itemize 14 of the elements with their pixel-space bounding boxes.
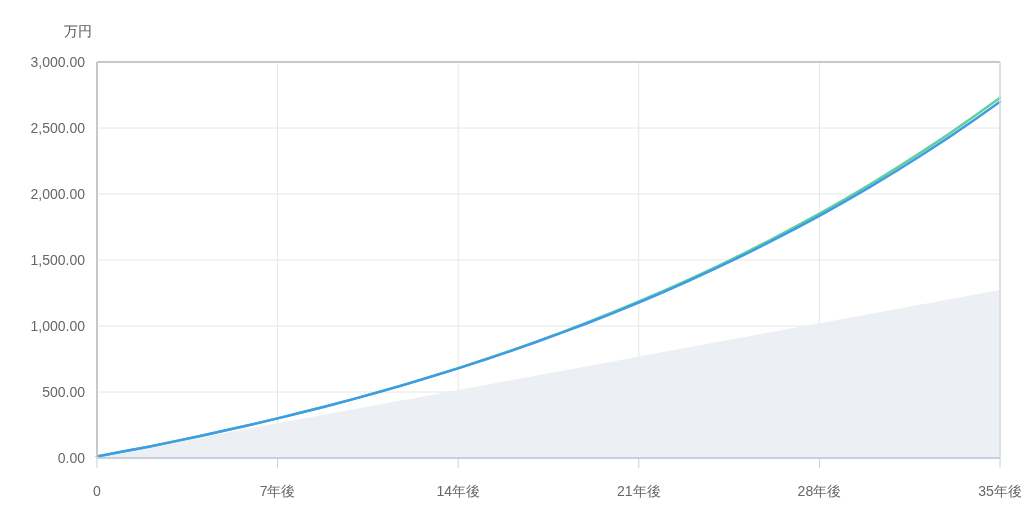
y-tick-label: 500.00 [42,384,86,400]
y-axis-title: 万円 [64,23,92,39]
x-tick-label: 14年後 [436,483,480,499]
x-tick-label: 21年後 [617,483,661,499]
x-tick-label: 35年後 [978,483,1022,499]
x-tick-label: 28年後 [797,483,842,499]
y-tick-label: 2,000.00 [30,186,86,202]
y-tick-label: 0.00 [57,450,86,466]
y-tick-label: 1,500.00 [30,252,86,268]
x-tick-label: 7年後 [259,483,296,499]
x-tick-label: 0 [93,483,102,499]
y-tick-label: 1,000.00 [30,318,86,334]
y-tick-label: 2,500.00 [30,120,86,136]
y-tick-label: 3,000.00 [30,54,86,70]
